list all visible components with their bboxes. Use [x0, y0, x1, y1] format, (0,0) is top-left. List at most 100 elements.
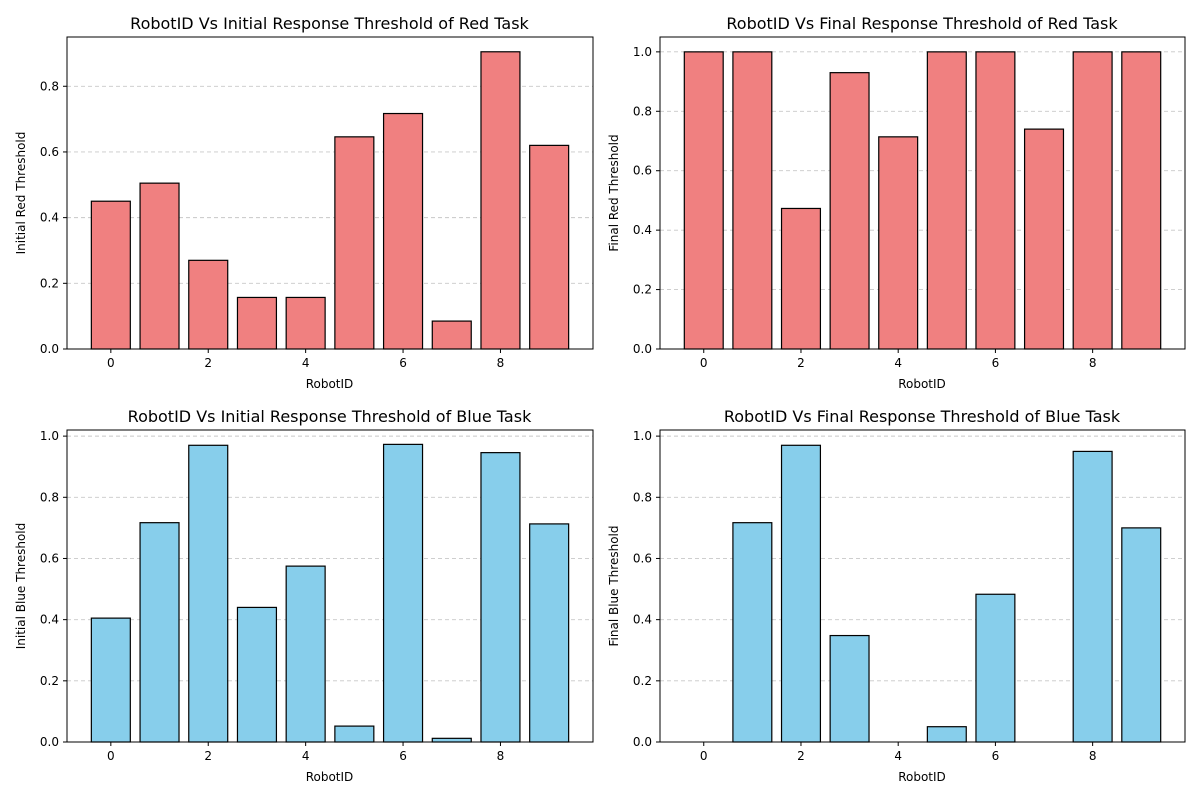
bar-robot-1	[139, 182, 180, 350]
y-axis-label: Initial Red Threshold	[14, 132, 28, 255]
y-tick-label: 0.0	[40, 342, 59, 356]
x-ticks: 0 2 4 6 8	[107, 349, 504, 370]
y-tick-label: 0.6	[633, 551, 652, 565]
axes-frame	[66, 36, 594, 350]
bar-robot-3	[829, 72, 870, 350]
bar-robot-4	[285, 296, 326, 350]
y-tick-label: 0.4	[40, 613, 59, 627]
y-tick-label: 0.4	[633, 613, 652, 627]
x-tick-label: 4	[894, 749, 902, 763]
bar-robot-9	[1121, 527, 1162, 743]
bar-robot-8	[480, 452, 521, 743]
x-axis-label: RobotID	[898, 377, 946, 391]
chart-title: RobotID Vs Initial Response Threshold of…	[128, 407, 532, 426]
y-tick-label: 1.0	[633, 429, 652, 443]
x-tick-label: 6	[399, 356, 407, 370]
y-ticks: 0.0 0.2 0.4 0.6 0.8 1.0	[633, 429, 660, 749]
bar-robot-6	[382, 112, 424, 350]
y-tick-label: 0.8	[40, 490, 59, 504]
y-axis-label: Final Blue Threshold	[607, 526, 621, 647]
y-ticks: 0.0 0.2 0.4 0.6 0.8	[40, 79, 67, 356]
bar-robot-1	[732, 522, 773, 743]
bar-robot-3	[236, 606, 278, 743]
y-tick-label: 0.6	[40, 145, 59, 159]
bar-robot-7	[431, 737, 472, 743]
y-axis-label: Initial Blue Threshold	[14, 523, 28, 650]
bar-robot-3	[236, 296, 278, 350]
bar-robot-9	[529, 144, 570, 350]
bar-robot-5	[926, 726, 967, 743]
bar-robot-8	[1072, 450, 1113, 743]
bar-robot-5	[334, 136, 375, 350]
bar-robot-2	[780, 207, 822, 350]
x-tick-label: 0	[700, 749, 708, 763]
x-tick-label: 2	[797, 356, 805, 370]
bar-robot-9	[1121, 51, 1162, 350]
bar-robot-2	[780, 444, 822, 743]
bar-robot-4	[285, 565, 326, 743]
bar-robot-9	[529, 523, 570, 743]
axes-frame	[66, 429, 594, 743]
bar-robot-2	[188, 444, 229, 743]
bar-robot-4	[878, 136, 919, 350]
y-tick-label: 0.8	[633, 490, 652, 504]
chart-initial-red: RobotID Vs Initial Response Threshold of…	[14, 14, 594, 391]
axes-frame	[659, 429, 1186, 743]
y-tick-label: 0.8	[40, 79, 59, 93]
bars	[732, 444, 1162, 743]
y-tick-label: 0.8	[633, 104, 652, 118]
bar-robot-5	[926, 51, 967, 350]
x-tick-label: 0	[700, 356, 708, 370]
x-tick-label: 2	[204, 749, 212, 763]
y-tick-label: 0.2	[633, 674, 652, 688]
y-tick-label: 1.0	[633, 45, 652, 59]
x-tick-label: 8	[1089, 749, 1097, 763]
x-axis-label: RobotID	[306, 377, 354, 391]
bars	[90, 443, 570, 743]
x-tick-label: 0	[107, 749, 115, 763]
y-tick-label: 0.2	[633, 283, 652, 297]
axes-frame	[659, 36, 1186, 350]
bar-robot-5	[334, 725, 375, 743]
y-tick-label: 0.4	[40, 211, 59, 225]
y-tick-label: 0.2	[40, 276, 59, 290]
chart-title: RobotID Vs Initial Response Threshold of…	[130, 14, 529, 33]
bar-robot-3	[829, 634, 870, 743]
chart-initial-blue: RobotID Vs Initial Response Threshold of…	[14, 407, 594, 784]
chart-final-red: RobotID Vs Final Response Threshold of R…	[607, 14, 1186, 391]
y-tick-label: 0.4	[633, 223, 652, 237]
chart-title: RobotID Vs Final Response Threshold of B…	[724, 407, 1121, 426]
bar-robot-6	[975, 51, 1016, 350]
bar-robot-7	[431, 320, 472, 350]
y-tick-label: 0.0	[40, 735, 59, 749]
x-tick-label: 8	[497, 749, 505, 763]
y-ticks: 0.0 0.2 0.4 0.6 0.8 1.0	[633, 45, 660, 356]
y-tick-label: 0.0	[633, 342, 652, 356]
chart-final-blue: RobotID Vs Final Response Threshold of B…	[607, 407, 1186, 784]
bar-robot-2	[188, 259, 229, 350]
x-tick-label: 6	[992, 749, 1000, 763]
bar-robot-0	[90, 617, 131, 743]
x-tick-label: 2	[204, 356, 212, 370]
x-tick-label: 8	[1089, 356, 1097, 370]
x-tick-label: 6	[399, 749, 407, 763]
x-tick-label: 2	[797, 749, 805, 763]
x-tick-label: 0	[107, 356, 115, 370]
x-tick-label: 6	[992, 356, 1000, 370]
x-tick-label: 4	[894, 356, 902, 370]
x-ticks: 0 2 4 6 8	[107, 742, 504, 763]
x-axis-label: RobotID	[306, 770, 354, 784]
bar-robot-8	[480, 51, 521, 350]
y-tick-label: 0.2	[40, 674, 59, 688]
chart-title: RobotID Vs Final Response Threshold of R…	[726, 14, 1118, 33]
x-tick-label: 4	[302, 356, 310, 370]
y-tick-label: 0.6	[40, 551, 59, 565]
y-ticks: 0.0 0.2 0.4 0.6 0.8 1.0	[40, 429, 67, 749]
bar-robot-1	[732, 51, 773, 350]
bar-robot-6	[975, 593, 1016, 743]
bar-robot-1	[139, 522, 180, 743]
bar-robot-8	[1072, 51, 1113, 350]
y-tick-label: 0.6	[633, 164, 652, 178]
